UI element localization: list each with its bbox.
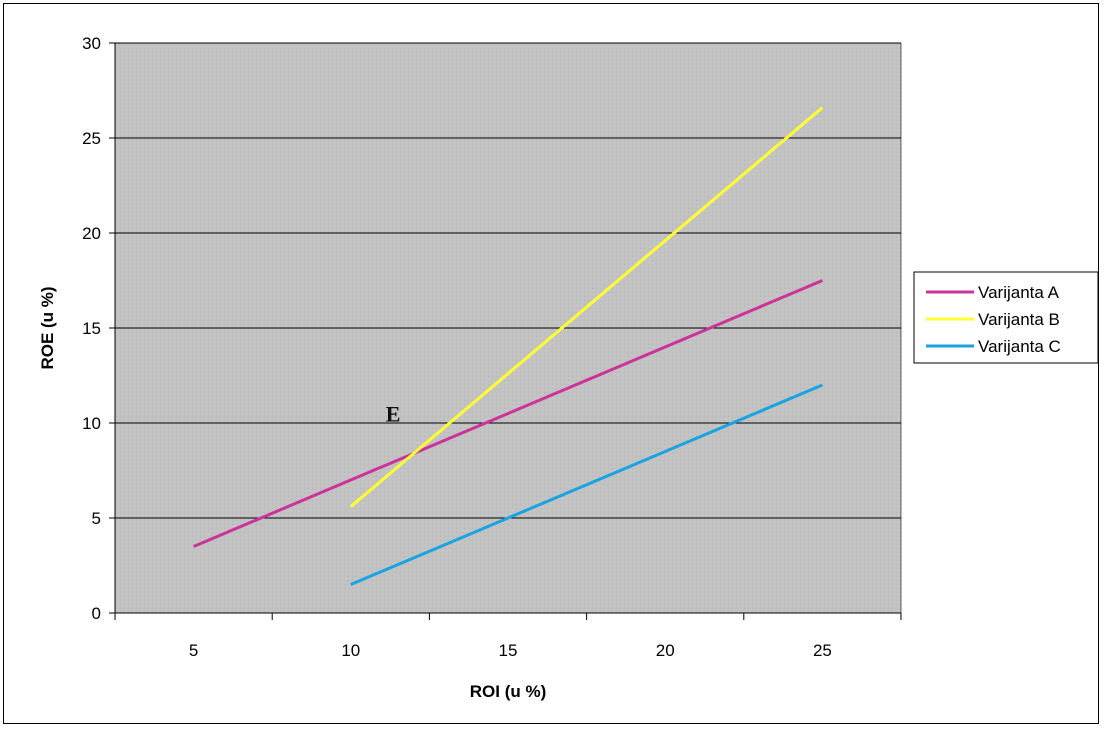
x-tick-label: 25 — [813, 641, 832, 660]
legend: Varijanta A Varijanta B Varijanta C — [913, 271, 1099, 364]
series-line-3 — [350, 383, 823, 586]
series-lines — [193, 106, 824, 586]
annotations: E — [386, 402, 401, 427]
legend-label-2: Varijanta B — [978, 310, 1060, 329]
y-tick-label: 25 — [82, 129, 101, 148]
x-axis-title: ROI (u %) — [470, 682, 547, 701]
legend-label-1: Varijanta A — [978, 283, 1060, 302]
legend-label-3: Varijanta C — [978, 337, 1061, 356]
x-tick-label: 5 — [189, 641, 198, 660]
y-axis-title: ROE (u %) — [38, 286, 57, 369]
x-tick-label: 20 — [656, 641, 675, 660]
y-tick-label: 0 — [92, 604, 101, 623]
x-tick-label: 10 — [341, 641, 360, 660]
x-tick-label: 15 — [499, 641, 518, 660]
axes: 0 5 10 15 20 25 30 5 10 15 20 25 — [82, 34, 902, 660]
y-tick-label: 10 — [82, 414, 101, 433]
y-tick-label: 15 — [82, 319, 101, 338]
y-tick-label: 30 — [82, 34, 101, 53]
series-line-1 — [193, 279, 823, 548]
gridlines — [115, 42, 901, 519]
annotation-label: E — [386, 402, 401, 427]
y-tick-label: 5 — [92, 509, 101, 528]
y-tick-label: 20 — [82, 224, 101, 243]
series-line-2 — [349, 106, 824, 508]
